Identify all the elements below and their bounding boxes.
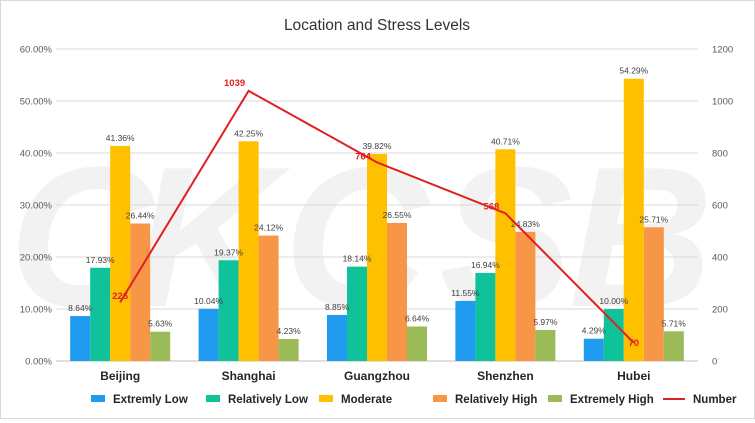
bar xyxy=(327,314,347,361)
legend-label: Extremly Low xyxy=(113,394,188,406)
bar-value-label: 26.55% xyxy=(383,210,412,220)
bar-value-label: 17.93% xyxy=(86,255,115,265)
chart-title: Location and Stress Levels xyxy=(284,17,470,34)
bar xyxy=(455,300,476,361)
bar-value-label: 6.64% xyxy=(405,313,430,323)
bar xyxy=(407,326,427,361)
legend-label: Number xyxy=(693,394,737,406)
y-axis-left: 0.00% 10.00% 20.00% 30.00% 40.00% 50.00% 60.00… xyxy=(20,45,53,368)
legend-label: Relatively Low xyxy=(228,394,308,406)
x-axis-categories: Beijing Shanghai Guangzhou Shenzhen Hubei xyxy=(100,369,650,383)
y-right-tick-label: 1000 xyxy=(712,97,733,108)
number-line-label: 1039 xyxy=(224,78,245,89)
y-right-tick-label: 1200 xyxy=(712,45,733,56)
bar-value-label: 18.14% xyxy=(343,254,372,264)
bar-value-label: 26.44% xyxy=(126,211,155,221)
bar xyxy=(110,145,131,361)
bar xyxy=(238,141,259,361)
legend-swatch xyxy=(91,395,105,402)
bar-value-label: 54.29% xyxy=(619,66,648,76)
bar xyxy=(643,227,664,361)
bar-data-labels: 8.64% 17.93% 41.36% 26.44% 5.63% 10.04% 19.37%… xyxy=(68,66,686,336)
bar-value-label: 16.94% xyxy=(471,260,500,270)
bar-value-label: 5.97% xyxy=(533,317,558,327)
legend-label: Relatively High xyxy=(455,394,537,406)
y-axis-right: 0 200 400 600 800 1000 1200 xyxy=(712,45,733,368)
legend-swatch xyxy=(319,395,333,402)
bar xyxy=(367,153,387,361)
bar xyxy=(583,338,604,361)
legend-swatch xyxy=(206,395,220,402)
number-line-label: 764 xyxy=(355,151,372,162)
number-line-label: 70 xyxy=(629,338,640,349)
bar-value-label: 4.23% xyxy=(277,326,302,336)
legend-label: Extremely High xyxy=(570,394,654,406)
bar-value-label: 24.83% xyxy=(511,219,540,229)
bar xyxy=(535,329,556,361)
bar xyxy=(495,149,516,361)
bar xyxy=(130,223,151,361)
bar xyxy=(70,316,91,361)
category-label: Guangzhou xyxy=(344,369,410,383)
y-left-tick-label: 0.00% xyxy=(25,357,52,368)
category-label: Shanghai xyxy=(222,369,276,383)
y-left-tick-label: 60.00% xyxy=(20,45,53,56)
number-line-label: 568 xyxy=(483,201,499,212)
y-right-tick-label: 0 xyxy=(712,357,717,368)
bar xyxy=(150,331,171,361)
y-left-tick-label: 20.00% xyxy=(20,253,53,264)
bar xyxy=(623,78,644,361)
number-line-label: 226 xyxy=(112,291,128,302)
y-right-tick-label: 200 xyxy=(712,305,728,316)
bar xyxy=(663,331,684,361)
number-line: 226 1039 764 568 70 xyxy=(112,78,639,349)
number-line-path xyxy=(119,89,635,344)
y-left-tick-label: 50.00% xyxy=(20,97,53,108)
y-left-tick-label: 10.00% xyxy=(20,305,53,316)
y-left-tick-label: 30.00% xyxy=(20,201,53,212)
y-right-tick-label: 800 xyxy=(712,149,728,160)
legend-swatch xyxy=(433,395,447,402)
bar-value-label: 19.37% xyxy=(214,247,243,257)
bar xyxy=(603,309,624,361)
bar-value-label: 40.71% xyxy=(491,136,520,146)
bar xyxy=(218,260,239,361)
legend: Extremly Low Relatively Low Moderate Relati… xyxy=(91,394,737,406)
bar-value-label: 41.36% xyxy=(106,133,135,143)
bar-value-label: 8.64% xyxy=(68,303,93,313)
bar-value-label: 4.29% xyxy=(582,326,607,336)
bar xyxy=(278,339,299,361)
bar-value-label: 10.00% xyxy=(599,296,628,306)
category-label: Shenzhen xyxy=(477,369,534,383)
bar-value-label: 39.82% xyxy=(363,141,392,151)
bar-value-label: 11.55% xyxy=(451,288,480,298)
y-left-tick-label: 40.00% xyxy=(20,149,53,160)
bar xyxy=(347,266,367,361)
bar xyxy=(258,235,279,361)
bar-value-label: 5.71% xyxy=(662,318,687,328)
bar-value-label: 24.12% xyxy=(254,223,283,233)
legend-label: Moderate xyxy=(341,394,392,406)
bar xyxy=(515,231,536,361)
bar xyxy=(475,272,496,361)
bars xyxy=(70,78,684,361)
legend-swatch xyxy=(548,395,562,402)
bar-value-label: 42.25% xyxy=(234,128,263,138)
y-right-tick-label: 600 xyxy=(712,201,728,212)
bar-value-label: 10.04% xyxy=(194,296,223,306)
bar-value-label: 8.85% xyxy=(325,302,350,312)
bar xyxy=(90,267,111,361)
y-right-tick-label: 400 xyxy=(712,253,728,264)
category-label: Hubei xyxy=(617,369,650,383)
bar-value-label: 25.71% xyxy=(639,214,668,224)
bar-value-label: 5.63% xyxy=(148,319,173,329)
category-label: Beijing xyxy=(100,369,140,383)
bar xyxy=(198,308,219,361)
bar xyxy=(387,222,407,361)
